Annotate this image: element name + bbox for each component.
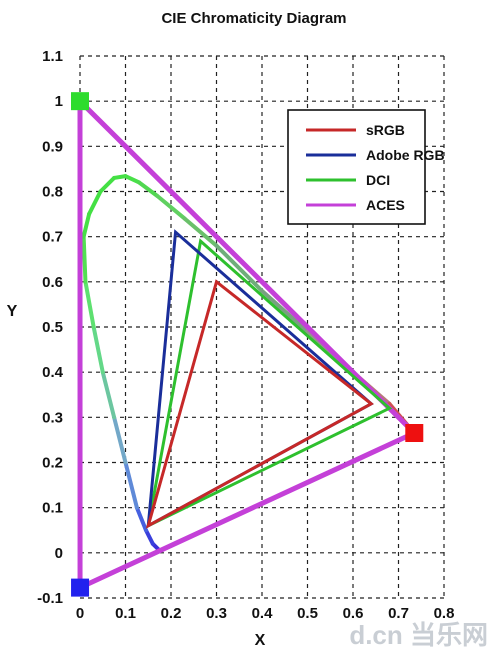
spectral-locus-segment xyxy=(91,325,105,375)
spectral-locus-segment xyxy=(214,243,264,293)
spectral-locus-segment xyxy=(81,212,92,239)
spectral-locus-segment xyxy=(81,234,88,284)
gamut-dci xyxy=(146,238,393,529)
primary-marker-0 xyxy=(71,92,89,111)
y-tick-label: 1 xyxy=(55,93,63,110)
series-group xyxy=(77,95,419,592)
x-tick-label: 0.1 xyxy=(115,605,136,622)
gamut-aces xyxy=(77,95,419,592)
spectral-locus-segment xyxy=(83,279,96,329)
spectral-locus-segment xyxy=(137,180,160,199)
spectral-locus-segment xyxy=(155,194,187,221)
x-tick-label: 0.8 xyxy=(434,605,455,622)
x-tick-label: 0.2 xyxy=(161,605,182,622)
y-tick-label: 0.7 xyxy=(42,229,63,246)
y-tick-label: 0.5 xyxy=(42,319,63,336)
spectral-locus-segment xyxy=(123,174,142,185)
x-tick-label: 0.5 xyxy=(297,605,318,622)
watermark: d.cn 当乐网 xyxy=(349,620,488,650)
spectral-locus-segment xyxy=(123,460,139,510)
spectral-locus-segment xyxy=(112,415,128,465)
legend-label: ACES xyxy=(366,197,405,213)
x-axis-label: X xyxy=(255,632,266,649)
tick-labels: 0 0.1 0.2 0.3 0.4 0.5 0.6 0.7 0.8 -0.1 0 0.1 0.2 0.3 0… xyxy=(37,48,454,622)
y-tick-label: 0.4 xyxy=(42,364,64,381)
y-axis-label: Y xyxy=(7,303,18,320)
primary-marker-1 xyxy=(405,424,424,443)
spectral-locus-segment xyxy=(98,175,117,194)
chart-title: CIE Chromaticity Diagram xyxy=(161,10,346,27)
legend-label: Adobe RGB xyxy=(366,147,445,163)
spectral-locus xyxy=(81,174,417,553)
y-tick-label: 0.1 xyxy=(42,500,63,517)
y-tick-label: 0.6 xyxy=(42,274,63,291)
x-tick-label: 0 xyxy=(76,605,84,622)
spectral-locus-segment xyxy=(134,505,148,533)
spectral-locus-segment xyxy=(260,288,310,334)
y-tick-label: 0.9 xyxy=(42,138,63,155)
gamut-srgb xyxy=(145,279,374,529)
spectral-locus-segment xyxy=(100,370,117,420)
spectral-locus-segment xyxy=(182,216,219,248)
primary-marker-2 xyxy=(71,578,90,597)
spectral-locus-segment xyxy=(87,189,103,217)
spectral-locus-segment xyxy=(143,528,155,546)
y-tick-label: 1.1 xyxy=(42,48,63,65)
y-tick-label: 0.2 xyxy=(42,455,63,472)
x-tick-label: 0.7 xyxy=(388,605,409,622)
y-tick-label: 0 xyxy=(55,545,63,562)
legend-label: sRGB xyxy=(366,122,405,138)
y-tick-label: 0.8 xyxy=(42,184,63,201)
primary-markers xyxy=(71,92,424,597)
y-tick-label: 0.3 xyxy=(42,409,63,426)
y-tick-label: -0.1 xyxy=(37,590,63,607)
x-tick-label: 0.6 xyxy=(343,605,364,622)
x-tick-label: 0.3 xyxy=(206,605,227,622)
legend-label: DCI xyxy=(366,172,390,188)
x-tick-label: 0.4 xyxy=(252,605,274,622)
legend: sRGB Adobe RGB DCI ACES xyxy=(287,109,445,225)
